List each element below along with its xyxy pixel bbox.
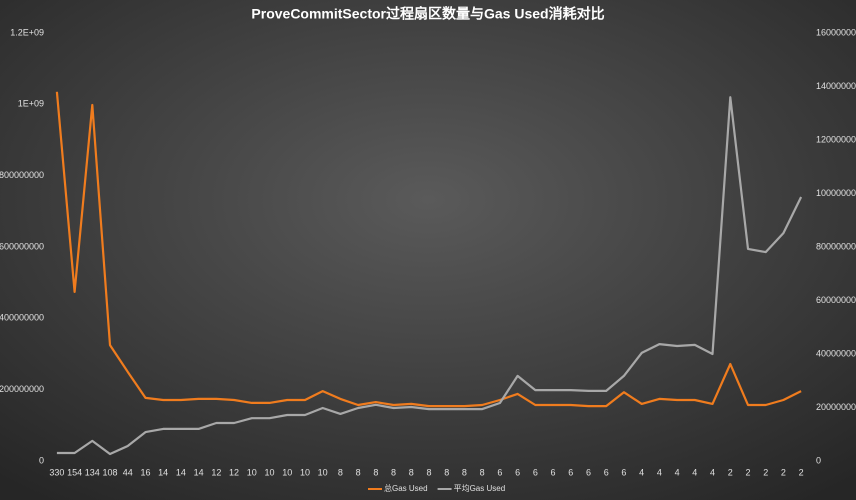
y-tick-label: 0 (39, 455, 44, 465)
x-tick-label: 6 (586, 467, 591, 477)
x-tick-label: 4 (657, 467, 662, 477)
x-tick-label: 8 (373, 467, 378, 477)
x-tick-label: 134 (85, 467, 100, 477)
x-tick-label: 4 (675, 467, 680, 477)
y-tick-label: 400000000 (0, 313, 44, 323)
x-tick-label: 14 (158, 467, 168, 477)
y2-tick-label: 20000000 (816, 402, 856, 412)
y-tick-label: 600000000 (0, 241, 44, 251)
x-tick-label: 2 (781, 467, 786, 477)
x-tick-label: 4 (639, 467, 644, 477)
x-tick-label: 10 (318, 467, 328, 477)
x-tick-label: 10 (247, 467, 257, 477)
x-tick-label: 2 (745, 467, 750, 477)
x-tick-label: 154 (67, 467, 82, 477)
y-tick-label: 200000000 (0, 384, 44, 394)
x-tick-label: 4 (710, 467, 715, 477)
x-tick-label: 6 (497, 467, 502, 477)
x-tick-label: 8 (444, 467, 449, 477)
x-tick-label: 44 (123, 467, 133, 477)
x-tick-label: 2 (728, 467, 733, 477)
x-tick-label: 6 (621, 467, 626, 477)
y-tick-label: 1.2E+09 (10, 27, 44, 37)
y2-tick-label: 140000000 (816, 81, 856, 91)
x-tick-label: 4 (692, 467, 697, 477)
x-tick-label: 6 (551, 467, 556, 477)
x-tick-label: 8 (480, 467, 485, 477)
x-tick-label: 6 (568, 467, 573, 477)
x-tick-label: 108 (103, 467, 118, 477)
x-tick-label: 8 (391, 467, 396, 477)
x-tick-label: 14 (176, 467, 186, 477)
series-line (56, 96, 803, 456)
x-tick-label: 8 (356, 467, 361, 477)
x-tick-label: 6 (533, 467, 538, 477)
x-tick-label: 16 (140, 467, 150, 477)
y2-tick-label: 0 (816, 455, 821, 465)
y-tick-label: 800000000 (0, 170, 44, 180)
y-tick-label: 1E+09 (18, 99, 44, 109)
x-tick-label: 330 (49, 467, 64, 477)
y2-tick-label: 160000000 (816, 27, 856, 37)
x-tick-label: 2 (799, 467, 804, 477)
x-tick-label: 14 (194, 467, 204, 477)
legend-label: 平均Gas Used (454, 483, 506, 493)
x-tick-label: 10 (265, 467, 275, 477)
x-tick-label: 8 (409, 467, 414, 477)
x-tick-label: 8 (462, 467, 467, 477)
x-tick-label: 6 (515, 467, 520, 477)
y2-tick-label: 100000000 (816, 188, 856, 198)
chart-title: ProveCommitSector过程扇区数量与Gas Used消耗对比 (251, 6, 604, 22)
y2-tick-label: 80000000 (816, 241, 856, 251)
y2-tick-label: 40000000 (816, 348, 856, 358)
y2-tick-label: 120000000 (816, 134, 856, 144)
x-tick-label: 8 (426, 467, 431, 477)
y2-tick-label: 60000000 (816, 295, 856, 305)
x-tick-label: 12 (211, 467, 221, 477)
x-tick-label: 8 (338, 467, 343, 477)
x-tick-label: 2 (763, 467, 768, 477)
series-line (55, 91, 802, 408)
x-tick-label: 10 (282, 467, 292, 477)
x-tick-label: 6 (604, 467, 609, 477)
x-tick-label: 12 (229, 467, 239, 477)
x-tick-label: 10 (300, 467, 310, 477)
legend-label: 总Gas Used (384, 483, 428, 493)
